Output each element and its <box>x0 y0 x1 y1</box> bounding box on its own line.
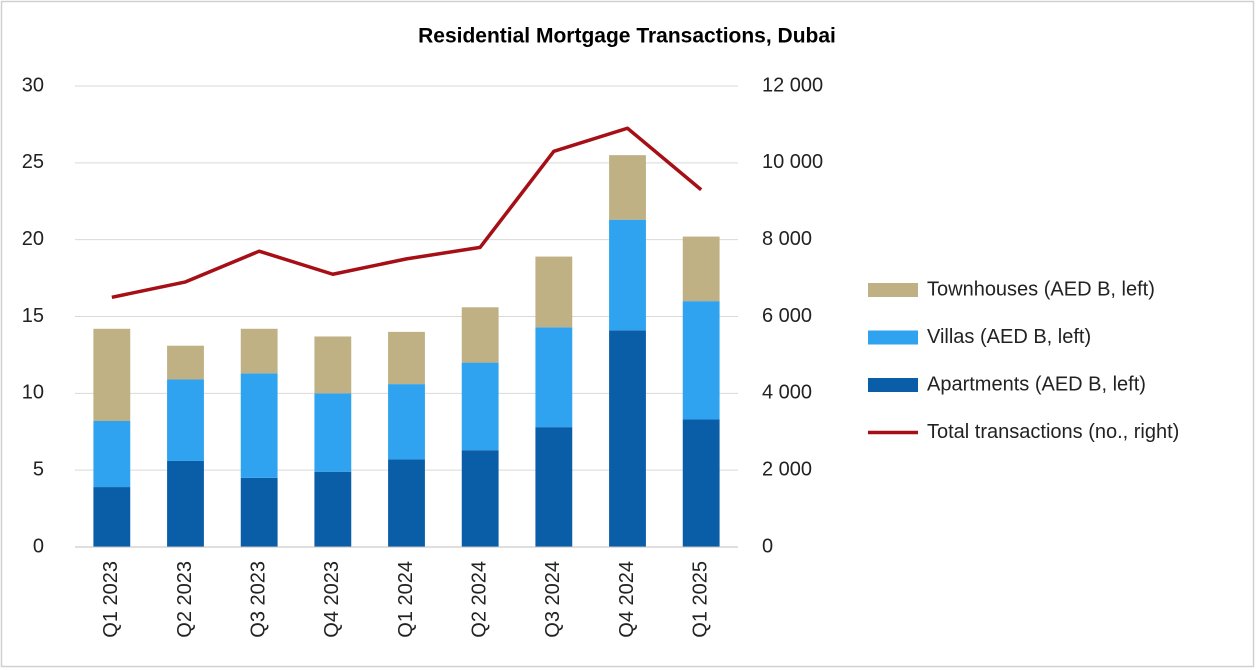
y-tick-label: 15 <box>22 305 44 327</box>
chart-title: Residential Mortgage Transactions, Dubai <box>418 25 836 48</box>
line-series <box>111 126 703 300</box>
bar-segment <box>167 345 204 380</box>
y-tick-label: 0 <box>33 535 44 557</box>
legend-label: Total transactions (no., right) <box>927 421 1179 443</box>
bar-segment <box>609 155 646 220</box>
bar-segment <box>682 301 720 420</box>
bar-segment <box>609 219 646 331</box>
x-tick-label: Q2 2023 <box>174 561 196 638</box>
bar-segment <box>461 307 499 363</box>
bar-segment <box>388 459 425 547</box>
bar-segment <box>388 331 425 385</box>
bar-segment <box>535 327 573 428</box>
y2-tick-label: 0 <box>762 535 773 557</box>
bar-segment <box>240 373 278 478</box>
legend-swatch <box>868 378 918 392</box>
bar-segment <box>535 256 573 328</box>
bar-segment <box>682 236 720 302</box>
bar-segment <box>682 419 720 547</box>
x-tick-label: Q3 2023 <box>247 561 269 638</box>
y-tick-label: 20 <box>22 228 44 250</box>
legend-swatch <box>868 283 918 297</box>
y2-tick-label: 6 000 <box>762 305 812 327</box>
x-tick-label: Q3 2024 <box>542 561 564 638</box>
bar-segment <box>93 487 131 547</box>
legend-label: Apartments (AED B, left) <box>927 373 1146 395</box>
x-tick-label: Q4 2024 <box>616 561 638 638</box>
legend-label: Villas (AED B, left) <box>927 326 1091 348</box>
bar-segment <box>93 420 131 488</box>
bar-segment <box>240 477 278 547</box>
legend-label: Townhouses (AED B, left) <box>927 278 1155 300</box>
bar-segment <box>167 460 204 547</box>
y2-tick-label: 4 000 <box>762 382 812 404</box>
x-tick-label: Q1 2025 <box>689 561 711 638</box>
y2-tick-label: 10 000 <box>762 151 823 173</box>
bar-segment <box>93 328 131 421</box>
bar-segment <box>388 384 425 460</box>
x-tick-label: Q2 2024 <box>468 561 490 638</box>
x-tick-label: Q1 2024 <box>395 561 417 638</box>
y-tick-label: 30 <box>22 74 44 96</box>
y-tick-label: 5 <box>33 458 44 480</box>
bar-segment <box>461 450 499 547</box>
y-tick-label: 10 <box>22 382 44 404</box>
y2-tick-label: 12 000 <box>762 74 823 96</box>
bar-segment <box>167 379 204 461</box>
y2-tick-label: 2 000 <box>762 458 812 480</box>
bar-segment <box>314 336 352 394</box>
bar-segment <box>535 427 573 547</box>
y2-tick-label: 8 000 <box>762 228 812 250</box>
y-tick-label: 25 <box>22 151 44 173</box>
bar-segment <box>240 328 278 374</box>
bar-segment <box>609 330 646 547</box>
bar-segment <box>461 362 499 451</box>
x-tick-label: Q1 2023 <box>100 561 122 638</box>
x-tick-label: Q4 2023 <box>321 561 343 638</box>
bar-segment <box>314 471 352 547</box>
bar-segment <box>314 393 352 472</box>
legend-swatch <box>868 330 918 345</box>
